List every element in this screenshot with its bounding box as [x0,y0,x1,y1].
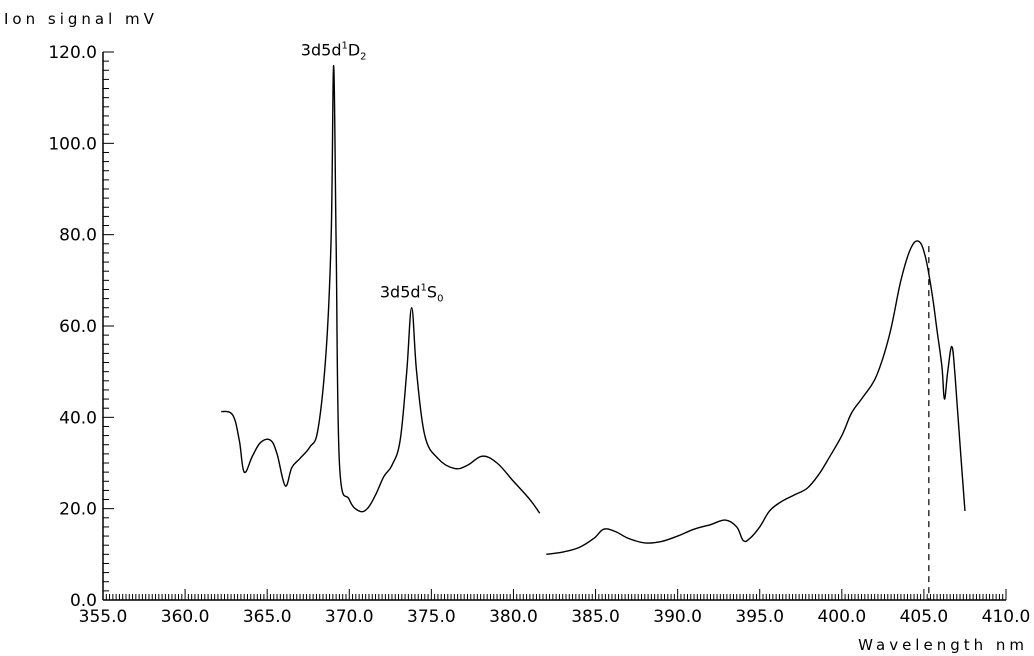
annotation-sub: 2 [360,52,366,63]
x-tick-label: 380.0 [489,607,538,627]
x-tick-label: 390.0 [653,607,702,627]
annotation-term: S [427,283,437,302]
x-tick-label: 375.0 [407,607,456,627]
x-tick-label: 395.0 [735,607,784,627]
y-tick-label: 0.0 [70,591,97,611]
y-tick-label: 40.0 [59,408,97,428]
annotation-base: 3d5d [301,41,342,60]
x-tick-label: 365.0 [243,607,292,627]
y-tick-label: 120.0 [48,43,97,63]
x-tick-label: 410.0 [982,607,1031,627]
annotation-sup: 1 [421,283,427,294]
x-tick-label: 370.0 [325,607,374,627]
annotation-term: D [348,41,360,60]
annotation-base: 3d5d [380,283,421,302]
y-axis: 0.0 20.0 40.0 60.0 80.0 100.0 120.0 [48,43,114,611]
x-tick-label: 400.0 [817,607,866,627]
annotation-sup: 1 [341,41,347,52]
series-group [221,64,966,600]
x-tick-label: 355.0 [79,607,128,627]
series-line-1 [221,64,541,514]
x-tick-label: 405.0 [900,607,949,627]
x-axis-title: Wavelength nm [858,636,1028,654]
y-tick-label: 80.0 [59,226,97,246]
peak-annotation: 3d5d1D2 [301,41,367,63]
y-axis-title: Ion signal mV [4,10,158,28]
y-tick-label: 20.0 [59,500,97,520]
x-tick-label: 360.0 [161,607,210,627]
peak-annotation: 3d5d1S0 [380,283,444,305]
series-line-2 [546,240,966,556]
x-tick-label: 385.0 [571,607,620,627]
x-axis: 355.0 360.0 365.0 370.0 375.0 380.0 385.0 390.0… [79,589,1031,627]
annotation-sub: 0 [437,294,443,305]
y-tick-label: 60.0 [59,317,97,337]
y-tick-label: 100.0 [48,134,97,154]
